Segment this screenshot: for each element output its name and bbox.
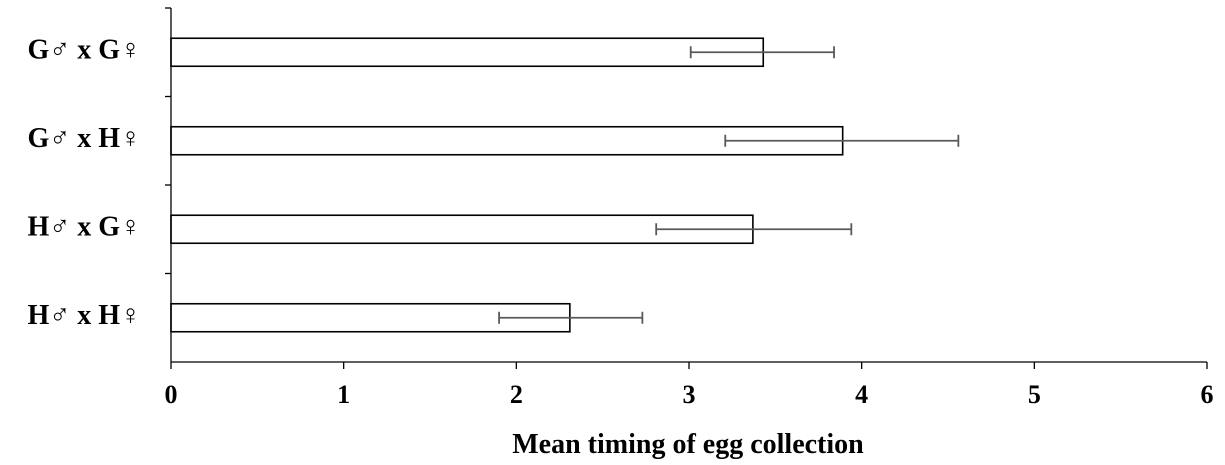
x-axis-title: Mean timing of egg collection [512,429,864,460]
category-label: G♂ x H♀ [27,123,141,154]
category-label: H♂ x H♀ [27,300,141,331]
category-labels-group: G♂ x G♀ G♂ x H♀ H♂ x G♀ H♂ x H♀ [27,7,171,331]
error-bars-group [498,46,960,324]
bar [170,37,765,68]
x-tick-label: 0 [165,380,178,409]
x-tick-label: 5 [1028,380,1041,409]
x-tick-label: 6 [1201,380,1214,409]
category-label: H♂ x G♀ [27,212,141,243]
x-tick-label: 4 [855,380,868,409]
x-tick-label: 3 [683,380,696,409]
x-tick-label: 1 [337,380,350,409]
x-tick-label: 2 [510,380,523,409]
bars-group [170,37,844,333]
category-label: G♂ x G♀ [27,35,141,66]
x-ticks-group: 0 1 2 3 4 5 6 [165,362,1214,409]
